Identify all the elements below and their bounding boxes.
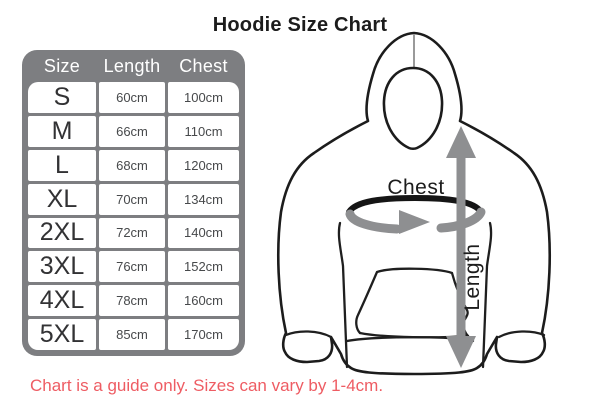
page-title: Hoodie Size Chart xyxy=(212,14,388,36)
size-cell: 5XL xyxy=(28,319,96,350)
table-row: 3XL 76cm 152cm xyxy=(28,251,239,283)
chest-arrow-arc-right xyxy=(436,207,486,233)
chest-cell: 100cm xyxy=(168,82,239,113)
chest-cell: 170cm xyxy=(168,319,239,350)
table-row: XL 70cm 134cm xyxy=(28,183,239,215)
size-cell: L xyxy=(28,149,96,181)
column-header-length: Length xyxy=(103,55,161,76)
length-cell: 68cm xyxy=(99,149,165,181)
chest-cell: 110cm xyxy=(168,115,239,147)
size-cell: 4XL xyxy=(28,285,96,317)
left-armpit-line xyxy=(337,221,349,369)
table-row: 4XL 78cm 160cm xyxy=(28,285,239,317)
size-cell: 3XL xyxy=(28,251,96,283)
column-header-size: Size xyxy=(43,55,81,76)
size-table: Size Length Chest S 60cm 100cm M 66cm 11… xyxy=(22,50,245,356)
hood-opening xyxy=(382,66,444,151)
size-cell: S xyxy=(28,82,96,113)
length-cell: 66cm xyxy=(99,115,165,147)
size-cell: XL xyxy=(28,183,96,215)
table-row: 2XL 72cm 140cm xyxy=(28,217,239,249)
size-cell: M xyxy=(28,115,96,147)
length-label: Length xyxy=(461,243,484,310)
table-row: M 66cm 110cm xyxy=(28,115,239,147)
length-cell: 76cm xyxy=(99,251,165,283)
length-arrowhead-down xyxy=(446,336,476,368)
chest-cell: 160cm xyxy=(168,285,239,317)
column-header-chest: Chest xyxy=(179,55,228,76)
size-cell: 2XL xyxy=(28,217,96,249)
hoodie-diagram: Chest Length xyxy=(276,31,552,376)
chest-cell: 152cm xyxy=(168,251,239,283)
chest-cell: 140cm xyxy=(168,217,239,249)
length-cell: 70cm xyxy=(99,183,165,215)
chest-label: Chest xyxy=(387,176,444,199)
length-cell: 85cm xyxy=(99,319,165,350)
length-cell: 60cm xyxy=(99,82,165,113)
hoodie-outline xyxy=(276,31,552,376)
table-row: L 68cm 120cm xyxy=(28,149,239,181)
size-table-header: Size Length Chest xyxy=(28,50,239,82)
footnote: Chart is a guide only. Sizes can vary by… xyxy=(30,376,384,395)
length-arrowhead-up xyxy=(446,126,476,158)
right-armpit-line xyxy=(481,221,493,369)
left-cuff-line xyxy=(284,330,333,339)
size-table-body: S 60cm 100cm M 66cm 110cm L 68cm 120cm X… xyxy=(28,82,239,350)
table-row: S 60cm 100cm xyxy=(28,82,239,113)
chest-cell: 134cm xyxy=(168,183,239,215)
chest-cell: 120cm xyxy=(168,149,239,181)
right-cuff-line xyxy=(497,330,546,339)
chest-arrow-arc-left xyxy=(345,209,402,234)
chest-arc-back xyxy=(346,194,484,215)
length-cell: 72cm xyxy=(99,217,165,249)
chest-arrowhead xyxy=(399,210,430,234)
length-cell: 78cm xyxy=(99,285,165,317)
table-row: 5XL 85cm 170cm xyxy=(28,319,239,350)
